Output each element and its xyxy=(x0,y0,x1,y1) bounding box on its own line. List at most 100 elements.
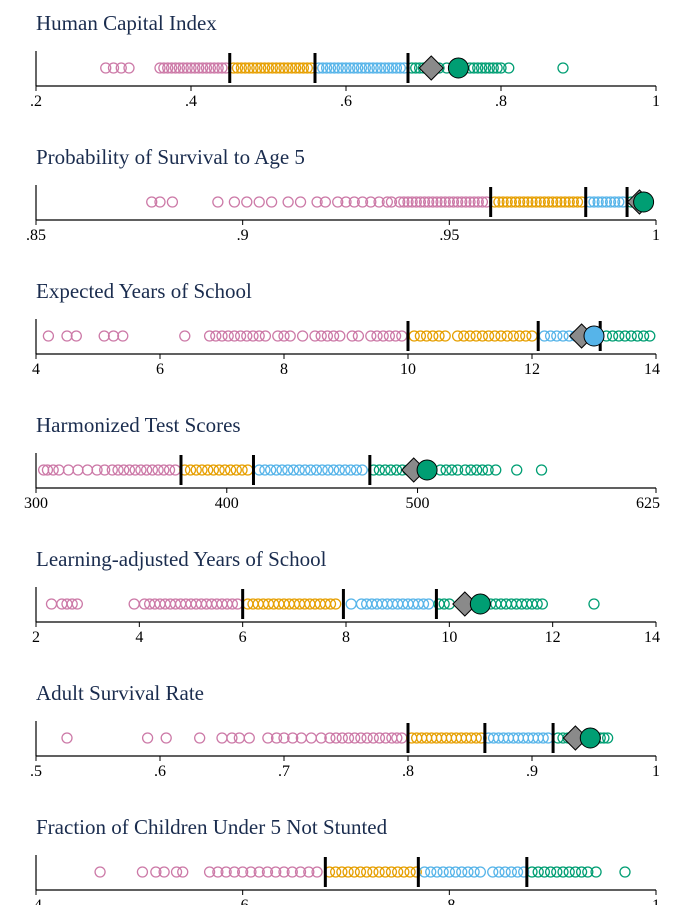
data-point xyxy=(286,866,298,878)
data-point xyxy=(507,330,520,342)
data-point xyxy=(324,62,337,74)
data-point xyxy=(557,866,569,878)
data-point xyxy=(596,196,608,208)
data-point xyxy=(348,62,360,74)
data-point xyxy=(342,732,355,744)
data-point xyxy=(604,196,617,208)
data-point xyxy=(345,598,357,610)
data-point xyxy=(392,866,404,878)
data-point xyxy=(305,464,317,476)
data-point xyxy=(259,464,271,476)
data-point xyxy=(228,330,241,342)
data-point xyxy=(62,464,75,476)
data-point xyxy=(202,464,214,476)
data-point xyxy=(468,866,480,878)
data-point xyxy=(410,866,422,878)
data-point xyxy=(231,62,244,74)
data-point xyxy=(98,330,110,342)
data-point xyxy=(526,196,538,208)
data-point xyxy=(170,866,183,878)
data-point xyxy=(535,464,548,476)
data-point xyxy=(311,866,323,878)
data-point xyxy=(324,732,336,744)
data-point xyxy=(435,196,447,208)
data-point xyxy=(282,464,294,476)
data-point xyxy=(272,330,284,342)
data-point xyxy=(317,62,329,74)
x-tick-label: 6 xyxy=(239,629,247,646)
data-point xyxy=(237,866,249,878)
data-point xyxy=(287,464,300,476)
data-point xyxy=(487,62,499,74)
data-point xyxy=(373,196,385,208)
data-point xyxy=(355,732,367,744)
data-point xyxy=(276,464,288,476)
data-point xyxy=(505,866,517,878)
data-point xyxy=(270,464,283,476)
data-point xyxy=(286,62,298,74)
data-point xyxy=(319,196,331,208)
data-point xyxy=(327,330,340,342)
data-point xyxy=(278,866,290,878)
data-point xyxy=(345,464,357,476)
chart-panel: Human Capital Index .2 .4 .6 .8 1 xyxy=(30,11,660,110)
data-point xyxy=(470,732,482,744)
data-point xyxy=(228,866,241,878)
data-point xyxy=(582,866,594,878)
data-point xyxy=(173,62,186,74)
data-point xyxy=(456,866,468,878)
data-point xyxy=(569,866,582,878)
data-point xyxy=(482,330,495,342)
data-point xyxy=(194,732,206,744)
data-point xyxy=(45,598,58,610)
data-point xyxy=(551,330,563,342)
data-point xyxy=(501,196,513,208)
x-tick-label: 2 xyxy=(32,629,40,646)
data-point xyxy=(270,866,282,878)
data-point xyxy=(141,732,154,744)
data-point xyxy=(495,62,507,74)
data-point xyxy=(212,866,224,878)
data-point xyxy=(606,330,619,342)
x-tick-label: 625 xyxy=(636,495,660,512)
data-point xyxy=(410,196,422,208)
x-tick-label: 14 xyxy=(644,629,660,646)
x-tick-label: .6 xyxy=(340,93,352,110)
data-point xyxy=(265,196,278,208)
data-point xyxy=(575,866,588,878)
x-tick-label: 10 xyxy=(400,361,416,378)
data-point xyxy=(70,330,82,342)
data-point xyxy=(520,330,532,342)
data-point xyxy=(177,866,189,878)
data-point xyxy=(282,62,294,74)
data-point xyxy=(150,866,162,878)
data-point xyxy=(555,196,567,208)
chart-panel: Expected Years of School 4 6 8 10 12 14 xyxy=(32,279,660,378)
data-point xyxy=(336,62,348,74)
data-point xyxy=(490,464,502,476)
data-point xyxy=(152,464,164,476)
data-point xyxy=(513,196,526,208)
chart-panel: Harmonized Test Scores 300 400 500 625 xyxy=(24,413,660,512)
data-point xyxy=(472,62,484,74)
data-point xyxy=(235,62,248,74)
data-point xyxy=(557,330,569,342)
data-point xyxy=(625,330,637,342)
data-point xyxy=(547,196,559,208)
panel-title: Human Capital Index xyxy=(36,11,217,35)
data-point xyxy=(207,464,220,476)
data-point xyxy=(365,196,377,208)
data-point xyxy=(431,196,443,208)
x-tick-label: .6 xyxy=(154,763,166,780)
data-point xyxy=(557,62,569,74)
data-point xyxy=(179,330,191,342)
data-point xyxy=(123,62,135,74)
data-point xyxy=(213,464,225,476)
data-point xyxy=(210,330,222,342)
data-point xyxy=(551,866,563,878)
data-point xyxy=(289,62,302,74)
data-point xyxy=(305,732,317,744)
data-point xyxy=(278,62,290,74)
data-point xyxy=(332,196,344,208)
data-point xyxy=(354,866,367,878)
